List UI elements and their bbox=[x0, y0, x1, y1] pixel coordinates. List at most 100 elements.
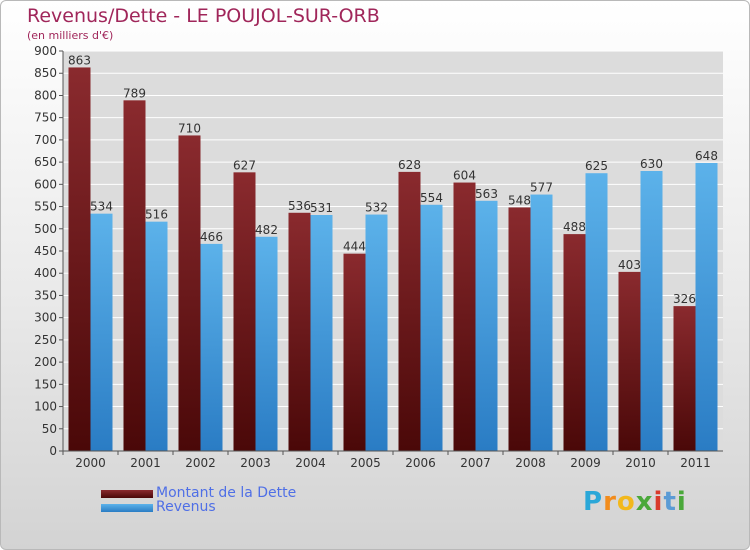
y-tick-label: 900 bbox=[34, 44, 57, 58]
bar-revenus bbox=[585, 173, 608, 451]
bar-value-label: 466 bbox=[200, 230, 223, 244]
y-tick-label: 300 bbox=[34, 311, 57, 325]
y-tick-label: 250 bbox=[34, 333, 57, 347]
bar-revenus bbox=[695, 163, 718, 451]
bar-dette bbox=[563, 234, 586, 451]
bar-revenus bbox=[420, 204, 443, 451]
bar-revenus bbox=[640, 171, 663, 451]
bar-revenus bbox=[365, 214, 388, 451]
y-tick-label: 100 bbox=[34, 400, 57, 414]
y-tick-labels: 0 50 100 150 200 250 300 350 400 450 500 550 600 650 7… bbox=[34, 44, 63, 458]
y-tick-label: 800 bbox=[34, 88, 57, 102]
x-tick-labels: 2000 2001 2002 2003 2004 2005 2006 2007 2008 2009… bbox=[62, 451, 711, 470]
bars bbox=[68, 67, 718, 452]
y-tick-label: 350 bbox=[34, 288, 57, 302]
bar-value-label: 577 bbox=[530, 181, 553, 195]
bar-value-label: 531 bbox=[310, 201, 333, 215]
bar-value-label: 444 bbox=[343, 240, 366, 254]
bar-revenus bbox=[255, 236, 278, 451]
y-tick-label: 600 bbox=[34, 177, 57, 191]
x-tick-label: 2001 bbox=[130, 456, 161, 470]
grid-lines bbox=[63, 50, 723, 430]
bar-value-label: 488 bbox=[563, 220, 586, 234]
bar-revenus bbox=[310, 215, 333, 451]
bar-revenus bbox=[530, 194, 553, 452]
y-tick-label: 850 bbox=[34, 66, 57, 80]
bar-value-label: 563 bbox=[475, 187, 498, 201]
bar-dette bbox=[68, 67, 91, 451]
logo-letter: i bbox=[653, 487, 664, 517]
bar-value-label: 554 bbox=[420, 191, 443, 205]
bar-dette bbox=[618, 271, 641, 451]
bar-value-label: 536 bbox=[288, 199, 311, 213]
chart-subtitle: (en milliers d'€) bbox=[27, 29, 114, 42]
bar-dette bbox=[343, 253, 366, 451]
logo-letter: x bbox=[635, 487, 654, 517]
bar-value-label: 534 bbox=[90, 200, 113, 214]
bar-dette bbox=[288, 212, 311, 451]
bar-value-label: 710 bbox=[178, 121, 201, 135]
bar-dette bbox=[508, 207, 531, 451]
legend-label-dette: Montant de la Dette bbox=[156, 485, 297, 501]
logo-letter: t bbox=[663, 487, 677, 517]
bar-revenus bbox=[475, 200, 498, 451]
x-tick-label: 2002 bbox=[185, 456, 216, 470]
x-tick-label: 2005 bbox=[350, 456, 381, 470]
y-tick-label: 450 bbox=[34, 244, 57, 258]
bar-value-label: 516 bbox=[145, 208, 168, 222]
y-tick-label: 500 bbox=[34, 222, 57, 236]
logo-letter: i bbox=[676, 487, 687, 517]
bar-dette bbox=[673, 306, 696, 451]
y-tick-label: 200 bbox=[34, 355, 57, 369]
bar-value-label: 628 bbox=[398, 158, 421, 172]
legend-swatch-dette bbox=[101, 490, 153, 498]
bar-dette bbox=[453, 182, 476, 452]
y-tick-label: 150 bbox=[34, 377, 57, 391]
bar-value-label: 532 bbox=[365, 201, 388, 215]
bar-dette bbox=[233, 172, 256, 452]
bar-value-label: 625 bbox=[585, 159, 608, 173]
y-tick-label: 550 bbox=[34, 200, 57, 214]
bar-value-label: 482 bbox=[255, 223, 278, 237]
legend-label-revenus: Revenus bbox=[156, 499, 216, 515]
x-tick-label: 2004 bbox=[295, 456, 326, 470]
logo-letter: o bbox=[616, 487, 636, 517]
bar-value-label: 789 bbox=[123, 86, 146, 100]
x-tick-label: 2007 bbox=[460, 456, 491, 470]
y-tick-label: 50 bbox=[42, 422, 57, 436]
x-tick-label: 2003 bbox=[240, 456, 271, 470]
x-tick-label: 2000 bbox=[75, 456, 106, 470]
bar-revenus bbox=[145, 221, 168, 451]
bar-revenus bbox=[90, 213, 113, 451]
bar-value-labels: 863 534 789 516 710 466 627 482 536 531 444 532 628 5… bbox=[68, 53, 718, 306]
bar-dette bbox=[178, 135, 201, 451]
x-tick-label: 2006 bbox=[405, 456, 436, 470]
bar-value-label: 403 bbox=[618, 258, 641, 272]
bar-value-label: 630 bbox=[640, 157, 663, 171]
bar-value-label: 627 bbox=[233, 158, 256, 172]
x-tick-label: 2011 bbox=[680, 456, 711, 470]
y-tick-label: 650 bbox=[34, 155, 57, 169]
logo-letter: r bbox=[603, 487, 617, 517]
legend-swatch-revenus bbox=[101, 504, 153, 512]
bar-value-label: 604 bbox=[453, 169, 476, 183]
x-tick-label: 2009 bbox=[570, 456, 601, 470]
proxiti-logo: Proxiti bbox=[583, 487, 687, 517]
bar-dette bbox=[123, 100, 146, 451]
bar-value-label: 648 bbox=[695, 149, 718, 163]
y-tick-label: 0 bbox=[49, 444, 57, 458]
y-tick-label: 750 bbox=[34, 111, 57, 125]
chart-title: Revenus/Dette - LE POUJOL-SUR-ORB bbox=[27, 5, 380, 27]
x-tick-label: 2010 bbox=[625, 456, 656, 470]
y-tick-label: 400 bbox=[34, 266, 57, 280]
bar-value-label: 326 bbox=[673, 292, 696, 306]
bar-dette bbox=[398, 171, 421, 451]
x-tick-label: 2008 bbox=[515, 456, 546, 470]
bar-value-label: 548 bbox=[508, 193, 531, 207]
bar-value-label: 863 bbox=[68, 53, 91, 67]
y-tick-label: 700 bbox=[34, 133, 57, 147]
bar-revenus bbox=[200, 243, 223, 451]
logo-letter: P bbox=[583, 487, 604, 517]
